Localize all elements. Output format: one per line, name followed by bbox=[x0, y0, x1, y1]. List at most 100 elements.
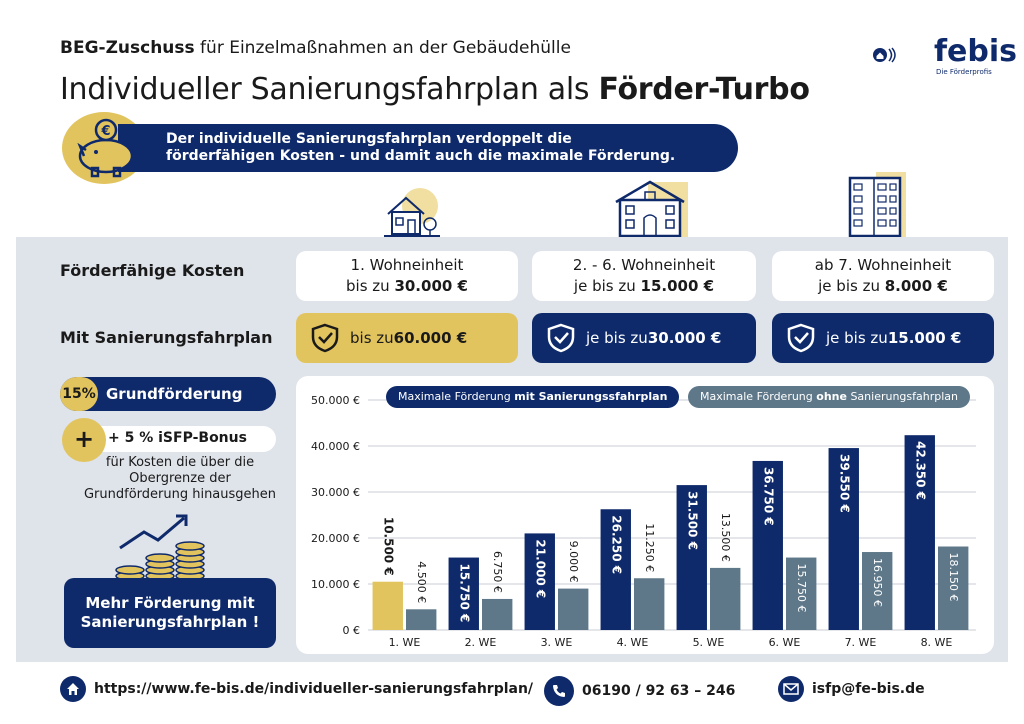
sfp-box-1-amount: 60.000 € bbox=[393, 329, 468, 347]
footer-phone-number[interactable]: 06190 / 92 63 – 246 bbox=[582, 683, 736, 699]
cost-box-unit-2-6: 2. - 6. Wohneinheit je bis zu 15.000 € bbox=[532, 251, 756, 301]
legend-without-sfp: Maximale Förderung ohne Sanierungsfahrpl… bbox=[688, 386, 971, 408]
bar-without-sfp-label: 18.150 € bbox=[947, 553, 960, 602]
bar-with-sfp bbox=[600, 509, 631, 630]
sfp-box-unit-7: je bis zu 15.000 € bbox=[772, 313, 994, 363]
cost-box-2-amount-line: je bis zu 15.000 € bbox=[532, 276, 756, 297]
cost-box-1-title: 1. Wohneinheit bbox=[350, 256, 464, 274]
shield-check-icon bbox=[787, 323, 815, 353]
bar-with-sfp-label: 36.750 € bbox=[761, 467, 775, 526]
x-tick-label: 8. WE bbox=[921, 636, 953, 649]
x-tick-label: 1. WE bbox=[389, 636, 421, 649]
bar-without-sfp-label: 6.750 € bbox=[491, 551, 504, 593]
bar-with-sfp-label: 15.750 € bbox=[457, 564, 471, 623]
more-funding-line-1: Mehr Förderung mit bbox=[85, 594, 255, 612]
bar-with-sfp-label: 10.500 € bbox=[381, 517, 395, 576]
cost-box-3-amount-line: je bis zu 8.000 € bbox=[772, 276, 994, 297]
bar-with-sfp-label: 31.500 € bbox=[685, 491, 699, 550]
x-tick-label: 7. WE bbox=[845, 636, 877, 649]
home-icon bbox=[60, 676, 86, 702]
page-title: Individueller Sanierungsfahrplan als För… bbox=[60, 72, 810, 107]
bar-with-sfp-label: 21.000 € bbox=[533, 539, 547, 598]
cost-box-2-title: 2. - 6. Wohneinheit bbox=[572, 256, 716, 274]
isfp-bonus-pill: + 5 % iSFP-Bonus bbox=[88, 426, 276, 452]
x-tick-label: 4. WE bbox=[617, 636, 649, 649]
header-subtitle: BEG-Zuschuss für Einzelmaßnahmen an der … bbox=[60, 38, 571, 58]
bar-without-sfp-label: 4.500 € bbox=[415, 561, 428, 603]
bar-with-sfp bbox=[372, 581, 403, 630]
banner-line-2: förderfähigen Kosten - und damit auch di… bbox=[166, 148, 676, 164]
header-subtitle-rest: für Einzelmaßnahmen an der Gebäudehülle bbox=[194, 38, 571, 58]
funding-bar-chart: 0 € 10.000 € 20.000 € 30.000 € 40.000 € 50.00… bbox=[311, 394, 976, 649]
footer-phone[interactable]: 06190 / 92 63 – 246 bbox=[544, 676, 735, 706]
sfp-box-unit-1: bis zu 60.000 € bbox=[296, 313, 518, 363]
basic-funding-percent: 15% bbox=[60, 377, 98, 411]
bar-without-sfp bbox=[558, 588, 589, 630]
cost-box-1-amount-line: bis zu 30.000 € bbox=[296, 276, 518, 297]
sfp-box-2-pre: je bis zu bbox=[586, 329, 648, 347]
envelope-icon bbox=[778, 676, 804, 702]
footer-email-address[interactable]: isfp@fe-bis.de bbox=[812, 681, 925, 697]
bar-without-sfp bbox=[938, 546, 969, 630]
footer-email[interactable]: isfp@fe-bis.de bbox=[778, 676, 925, 702]
apartment-building-icon bbox=[848, 172, 906, 238]
febis-logo-icon bbox=[873, 47, 896, 63]
more-funding-line-2: Sanierungsfahrplan ! bbox=[80, 613, 260, 631]
bar-with-sfp bbox=[904, 435, 935, 630]
footer-url[interactable]: https://www.fe-bis.de/individueller-sani… bbox=[94, 681, 534, 697]
legend-with-sfp: Maximale Förderung mit Sanierungssfahrpl… bbox=[386, 386, 680, 408]
y-tick-label: 0 € bbox=[343, 624, 361, 637]
bar-without-sfp-label: 9.000 € bbox=[567, 541, 580, 583]
cost-box-2-pre: je bis zu bbox=[573, 277, 641, 295]
bar-without-sfp bbox=[786, 557, 817, 630]
y-tick-label: 10.000 € bbox=[311, 578, 360, 591]
basic-funding-pill: 15% Grundförderung bbox=[60, 377, 276, 411]
legend-with-bold: mit Sanierungssfahrplan bbox=[514, 390, 668, 403]
cost-box-unit-1: 1. Wohneinheit bis zu 30.000 € bbox=[296, 251, 518, 301]
bar-with-sfp bbox=[752, 460, 783, 630]
page-title-bold: Förder-Turbo bbox=[598, 72, 810, 107]
shield-check-icon bbox=[311, 323, 339, 353]
x-tick-label: 3. WE bbox=[541, 636, 573, 649]
x-tick-label: 5. WE bbox=[693, 636, 725, 649]
sfp-row-label: Mit Sanierungsfahrplan bbox=[60, 328, 273, 347]
legend-without-post: Sanierungsfahrplan bbox=[846, 390, 959, 403]
y-tick-label: 20.000 € bbox=[311, 532, 360, 545]
sfp-box-3-pre: je bis zu bbox=[826, 329, 888, 347]
x-tick-label: 2. WE bbox=[465, 636, 497, 649]
cost-box-3-title: ab 7. Wohneinheit bbox=[814, 256, 952, 274]
sfp-box-2-amount: 30.000 € bbox=[647, 329, 722, 347]
multi-family-house-icon bbox=[615, 180, 688, 238]
y-tick-label: 50.000 € bbox=[311, 394, 360, 407]
phone-icon bbox=[544, 676, 574, 706]
cost-box-2-amount: 15.000 € bbox=[640, 277, 715, 295]
x-tick-label: 6. WE bbox=[769, 636, 801, 649]
header-subtitle-bold: BEG-Zuschuss bbox=[60, 38, 195, 58]
bar-without-sfp bbox=[862, 552, 893, 630]
bar-without-sfp-label: 13.500 € bbox=[719, 513, 732, 562]
bar-with-sfp-label: 42.350 € bbox=[913, 441, 927, 500]
plus-icon: + bbox=[62, 418, 106, 462]
cost-box-1-pre: bis zu bbox=[346, 277, 395, 295]
bar-without-sfp-label: 15.750 € bbox=[795, 564, 808, 613]
banner-line-1: Der individuelle Sanierungsfahrplan verd… bbox=[166, 131, 572, 147]
legend-without-pre: Maximale Förderung bbox=[700, 390, 817, 403]
cost-box-3-amount: 8.000 € bbox=[884, 277, 948, 295]
svg-text:€: € bbox=[100, 124, 110, 139]
legend-without-bold: ohne bbox=[816, 390, 847, 403]
shield-check-icon bbox=[547, 323, 575, 353]
single-house-icon bbox=[384, 188, 440, 237]
y-tick-label: 30.000 € bbox=[311, 486, 360, 499]
legend-with-pre: Maximale Förderung bbox=[398, 390, 515, 403]
footer-website[interactable]: https://www.fe-bis.de/individueller-sani… bbox=[60, 676, 533, 702]
sfp-box-unit-2-6: je bis zu 30.000 € bbox=[532, 313, 756, 363]
bar-with-sfp-label: 39.550 € bbox=[837, 454, 851, 513]
cost-box-unit-7: ab 7. Wohneinheit je bis zu 8.000 € bbox=[772, 251, 994, 301]
bar-without-sfp bbox=[406, 609, 437, 630]
bar-without-sfp bbox=[482, 598, 513, 630]
isfp-bonus-description: für Kosten die über die Obergrenze der G… bbox=[83, 455, 277, 502]
sfp-box-1-pre: bis zu bbox=[350, 329, 394, 347]
bar-without-sfp bbox=[710, 567, 741, 630]
logo-tagline: Die Förderprofis bbox=[936, 68, 992, 76]
intro-banner: Der individuelle Sanierungsfahrplan verd… bbox=[118, 124, 738, 172]
